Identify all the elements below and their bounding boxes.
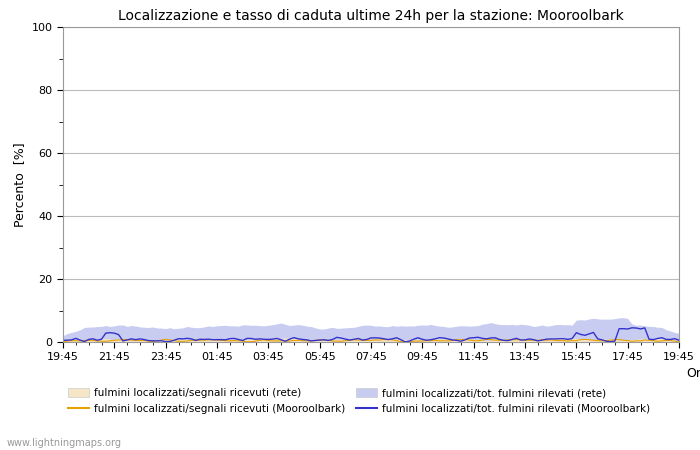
- Y-axis label: Percento  [%]: Percento [%]: [13, 142, 26, 227]
- Text: Orario: Orario: [686, 367, 700, 380]
- Text: www.lightningmaps.org: www.lightningmaps.org: [7, 438, 122, 448]
- Legend: fulmini localizzati/segnali ricevuti (rete), fulmini localizzati/segnali ricevut: fulmini localizzati/segnali ricevuti (re…: [68, 388, 650, 414]
- Title: Localizzazione e tasso di caduta ultime 24h per la stazione: Mooroolbark: Localizzazione e tasso di caduta ultime …: [118, 9, 624, 23]
